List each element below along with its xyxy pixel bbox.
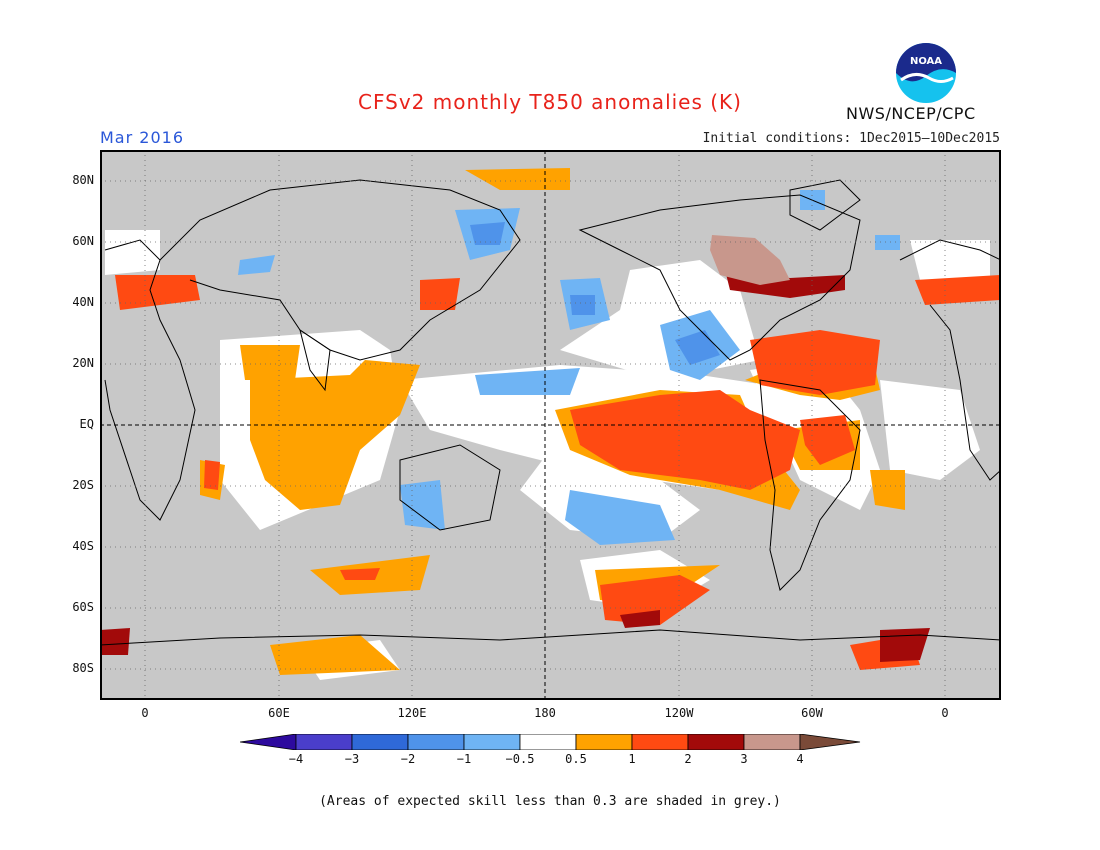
lon-label: 0 [941,706,949,720]
legend-swatch [575,734,633,750]
svg-text:NOAA: NOAA [910,56,942,67]
legend-tick: −3 [344,752,360,766]
lat-label: 80S [72,661,94,675]
map-frame [100,150,1001,700]
skill-footnote: (Areas of expected skill less than 0.3 a… [319,794,781,809]
legend-swatch [687,734,745,750]
anomaly-map [100,150,1001,700]
lat-label: 80N [72,173,94,187]
legend-tick: −2 [400,752,416,766]
extreme-positive-region [710,235,790,285]
legend-swatch [799,734,861,750]
color-legend [240,734,861,750]
lon-label: 120E [397,706,427,720]
lon-label: 60E [268,706,290,720]
lon-label: 60W [801,706,823,720]
lon-label: 120W [664,706,694,720]
lat-label: 40N [72,295,94,309]
map-title: CFSv2 monthly T850 anomalies (K) [358,90,742,114]
lat-label: 20S [72,478,94,492]
lat-label: EQ [79,417,94,431]
legend-tick: −1 [456,752,472,766]
lon-label: 0 [141,706,149,720]
legend-swatch [240,734,297,750]
legend-tick: −4 [288,752,304,766]
legend-tick: 0.5 [565,752,587,766]
initial-conditions: Initial conditions: 1Dec2015—10Dec2015 [702,131,1000,146]
legend-swatch [407,734,465,750]
legend-swatch [743,734,801,750]
legend-swatch [463,734,521,750]
lat-label: 40S [72,539,94,553]
lon-label: 180 [534,706,556,720]
legend-tick: 3 [740,752,748,766]
legend-tick: 1 [628,752,636,766]
agency-label: NWS/NCEP/CPC [846,104,976,123]
lat-label: 20N [72,356,94,370]
forecast-month: Mar 2016 [100,128,184,147]
legend-swatch [631,734,689,750]
reference-lines [100,150,1001,700]
legend-swatch [351,734,409,750]
noaa-logo: NOAA [896,43,956,103]
legend-tick: 4 [796,752,804,766]
legend-tick: −0.5 [505,752,535,766]
legend-tick: 2 [684,752,692,766]
coastlines [100,179,1001,646]
legend-swatch [519,734,577,750]
lat-label: 60N [72,234,94,248]
legend-swatch [295,734,353,750]
lat-label: 60S [72,600,94,614]
